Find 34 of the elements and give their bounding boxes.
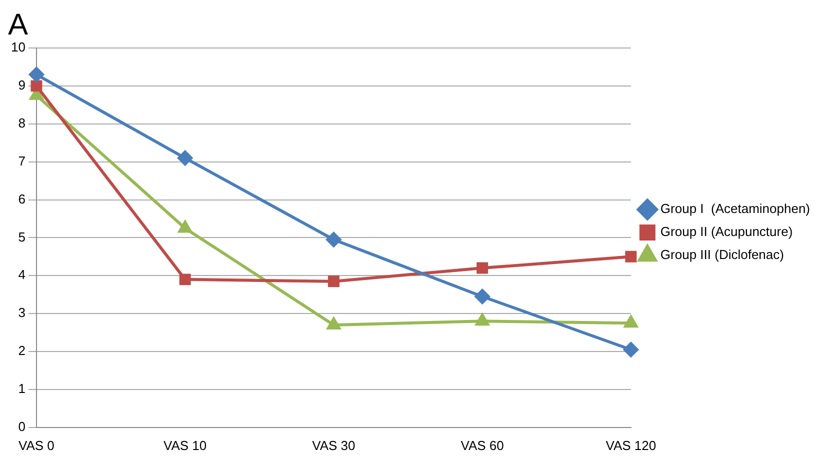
point	[30, 80, 42, 92]
y-tick-label: 4	[18, 267, 26, 282]
x-tick-label: VAS 120	[606, 438, 656, 453]
legend-label: Group II (Acupuncture)	[660, 224, 793, 240]
y-tick-label: 10	[10, 40, 26, 55]
point	[623, 342, 638, 358]
point	[474, 289, 490, 304]
y-tick-label: 6	[18, 191, 26, 206]
x-tick-label: VAS 30	[312, 438, 356, 453]
x-tick-label: VAS 60	[460, 438, 504, 453]
point	[326, 317, 340, 330]
legend-label: Group I (Acetaminophen)	[660, 201, 810, 216]
point	[326, 232, 342, 248]
point	[28, 67, 44, 82]
point	[328, 276, 340, 288]
x-tick-label: VAS 0	[18, 438, 54, 453]
y-tick-label: 8	[18, 115, 26, 130]
point	[625, 250, 637, 262]
point	[179, 274, 191, 286]
point	[476, 262, 488, 274]
chart-title: A	[8, 8, 28, 42]
y-tick-label: 3	[18, 305, 26, 320]
y-tick-label: 9	[18, 78, 26, 93]
y-tick-label: 2	[18, 343, 26, 358]
legend-label: Group III (Diclofenac)	[660, 247, 784, 262]
y-tick-label: 7	[18, 153, 26, 168]
point	[624, 316, 638, 328]
y-tick-label: 5	[18, 229, 26, 244]
y-tick-label: 1	[18, 381, 26, 396]
point	[178, 220, 192, 233]
x-tick-label: VAS 10	[164, 438, 207, 453]
point	[476, 314, 490, 326]
point	[178, 150, 193, 166]
y-tick-label: 0	[18, 418, 26, 434]
